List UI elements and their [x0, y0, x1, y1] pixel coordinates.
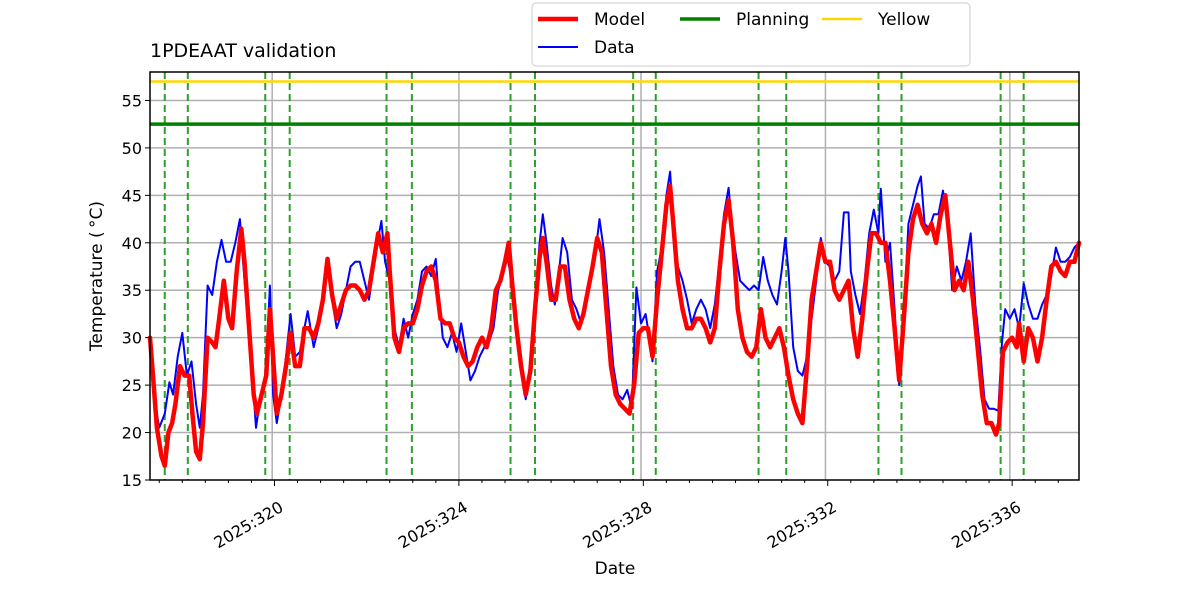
y-tick-label: 45: [122, 186, 142, 205]
y-axis-label: Temperature ( °C): [87, 201, 107, 352]
series: [147, 170, 1082, 469]
y-tick-label: 35: [122, 281, 142, 300]
y-tick-label: 40: [122, 234, 142, 253]
y-tick-label: 25: [122, 376, 142, 395]
legend-label-planning: Planning: [736, 10, 809, 30]
reference-lines: [150, 72, 1079, 480]
legend-label-model: Model: [594, 10, 645, 30]
y-tick-label: 50: [122, 139, 142, 158]
legend-label-yellow: Yellow: [877, 10, 930, 30]
legend: Model Planning Yellow Data: [531, 2, 971, 67]
y-tick-label: 30: [122, 329, 142, 348]
x-axis-label: Date: [595, 559, 636, 579]
y-tick-label: 20: [122, 424, 142, 443]
y-tick-label: 55: [122, 91, 142, 110]
plot-frame: [149, 71, 1080, 481]
series-model-line: [147, 183, 1082, 469]
legend-label-data: Data: [594, 38, 635, 58]
chart-title: 1PDEAAT validation: [150, 40, 336, 62]
y-axis: 15 20 25 30 35 40 45 50 55: [122, 91, 150, 490]
y-tick-label: 15: [122, 471, 142, 490]
